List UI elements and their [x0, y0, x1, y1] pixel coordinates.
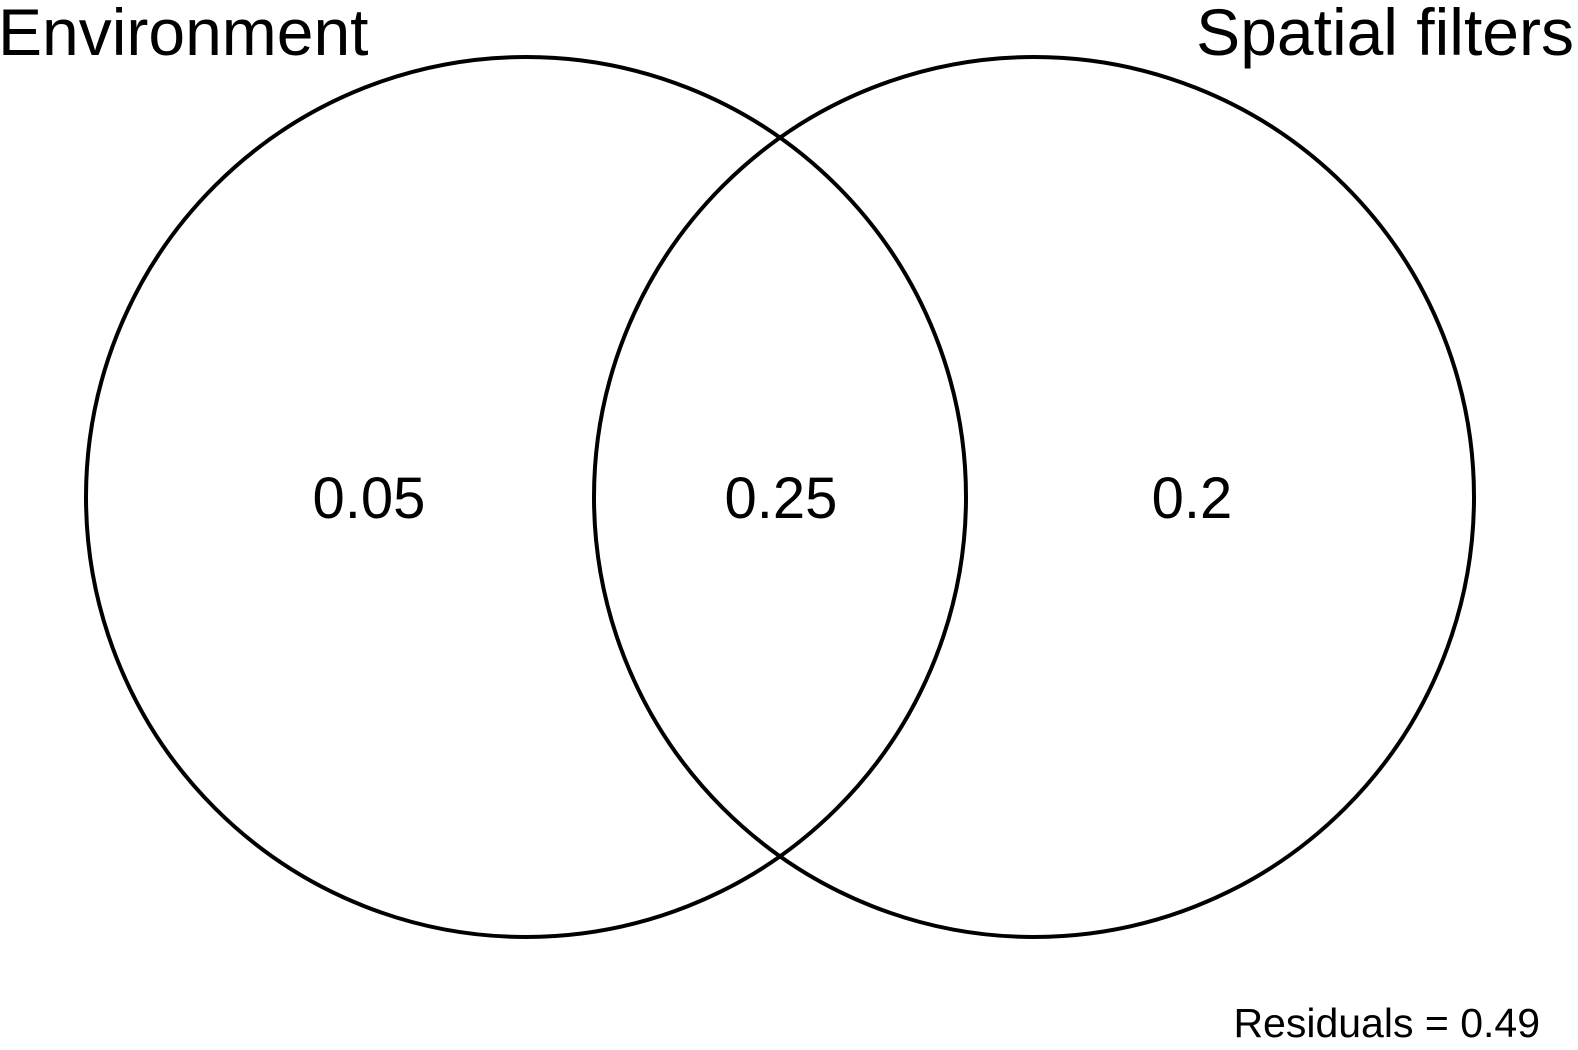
environment-only-value: 0.05 [312, 466, 426, 531]
intersection-value: 0.25 [724, 466, 838, 531]
residuals-text: Residuals = 0.49 [1233, 1000, 1540, 1046]
spatial-filters-circle [592, 55, 1476, 939]
spatial-filters-only-value: 0.2 [1151, 466, 1233, 531]
spatial-filters-label: Spatial filters [1196, 0, 1574, 69]
environment-label: Environment [0, 0, 369, 69]
environment-circle [84, 55, 968, 939]
